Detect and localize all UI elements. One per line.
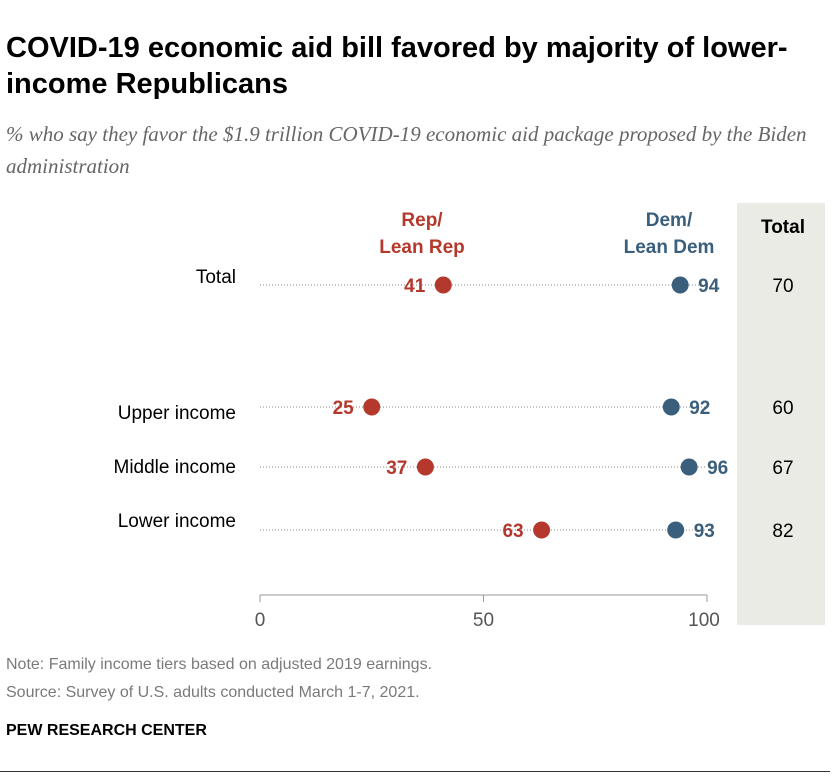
rep-dot-upper-income [363,398,381,416]
dem-dot-total [671,276,689,294]
brand-logo-text: PEW RESEARCH CENTER [6,722,207,739]
chart-subtitle: % who say they favor the $1.9 trillion C… [6,122,807,178]
rep-value-total: 41 [404,276,426,297]
rep-value-middle-income: 37 [386,458,407,479]
legend-dem-line1: Dem/ [646,210,693,231]
category-label-lower-income: Lower income [118,511,236,532]
dem-value-lower-income: 93 [694,521,715,542]
bottom-divider [0,771,830,772]
category-label-upper-income: Upper income [118,403,236,424]
rep-dot-total [434,276,452,294]
legend-rep-line2: Lean Rep [379,237,465,258]
x-tick-label-100: 100 [688,610,720,631]
total-value-middle-income: 67 [772,458,793,479]
dot-plot-chart: Total Rep/Lean Rep Dem/Lean Dem Total 41 94 70… [114,203,825,631]
x-tick-label-50: 50 [473,610,494,631]
x-tick-label-0: 0 [255,610,266,631]
dem-value-upper-income: 92 [689,398,710,419]
dem-value-middle-income: 96 [707,458,728,479]
chart-source: Source: Survey of U.S. adults conducted … [6,684,420,701]
legend-rep-line1: Rep/ [401,210,443,231]
legend-dem-line2: Lean Dem [624,237,715,258]
dem-dot-upper-income [662,398,680,416]
chart-title: COVID-19 economic aid bill favored by ma… [6,32,788,100]
dem-value-total: 94 [698,276,720,297]
category-label-total: Total [196,267,236,288]
dem-dot-middle-income [680,458,698,476]
total-value-upper-income: 60 [772,398,793,419]
chart-note: Note: Family income tiers based on adjus… [6,656,433,673]
total-value-lower-income: 82 [772,521,793,542]
total-value-total: 70 [772,276,793,297]
rep-value-lower-income: 63 [502,521,523,542]
rep-dot-lower-income [533,521,551,539]
dem-dot-lower-income [667,521,685,539]
total-column-header: Total [761,217,805,238]
rep-dot-middle-income [416,458,434,476]
total-column-background [737,203,825,625]
rep-value-upper-income: 25 [333,398,355,419]
category-label-middle-income: Middle income [114,457,237,478]
